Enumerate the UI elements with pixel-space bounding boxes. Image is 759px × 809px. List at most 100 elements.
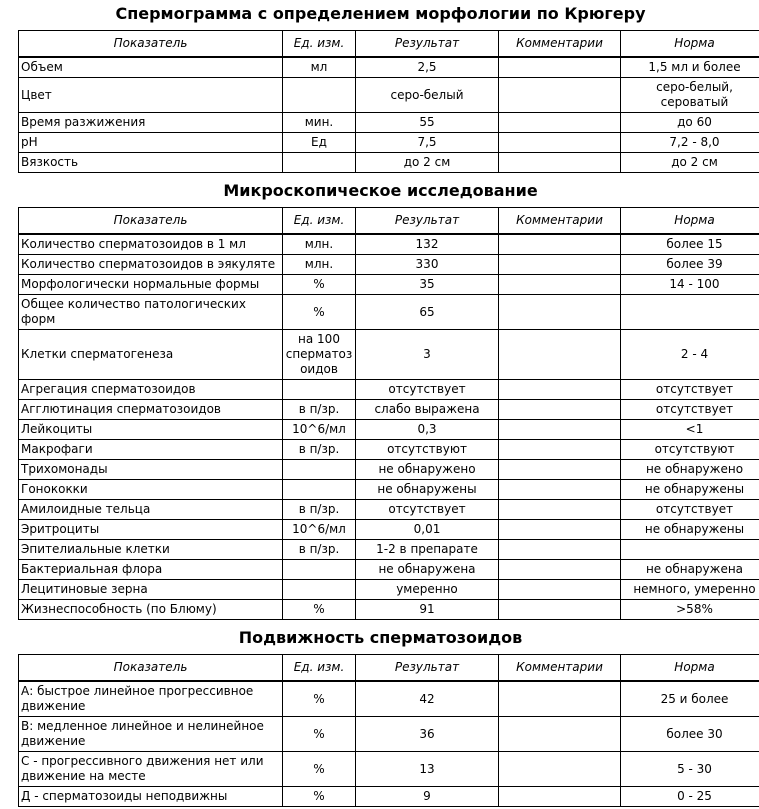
cell-result: до 2 см — [356, 153, 499, 173]
col-header-norm: Норма — [621, 31, 759, 58]
cell-norm: более 30 — [621, 717, 759, 752]
cell-norm: 0 - 25 — [621, 787, 759, 807]
cell-unit: на 100 сперматозоидов — [283, 330, 356, 380]
col-header-indicator: Показатель — [19, 31, 283, 58]
cell-norm: не обнаружено — [621, 460, 759, 480]
cell-norm: до 60 — [621, 113, 759, 133]
cell-result: 7,5 — [356, 133, 499, 153]
cell-result: не обнаружено — [356, 460, 499, 480]
cell-result: слабо выражена — [356, 400, 499, 420]
cell-unit — [283, 560, 356, 580]
cell-result: отсутствуют — [356, 440, 499, 460]
cell-unit: Ед — [283, 133, 356, 153]
section-title-microscopy: Микроскопическое исследование — [18, 181, 743, 200]
cell-result: 9 — [356, 787, 499, 807]
cell-indicator: Лецитиновые зерна — [19, 580, 283, 600]
col-header-indicator: Показатель — [19, 208, 283, 235]
table-row: Д - сперматозоиды неподвижны%9 0 - 25 — [19, 787, 759, 807]
cell-comment — [499, 78, 621, 113]
cell-indicator: Бактериальная флора — [19, 560, 283, 580]
table-row: Общее количество патологических форм%65 — [19, 295, 759, 330]
col-header-result: Результат — [356, 208, 499, 235]
cell-unit: в п/зр. — [283, 540, 356, 560]
cell-norm: отсутствует — [621, 380, 759, 400]
cell-comment — [499, 57, 621, 78]
cell-indicator: Общее количество патологических форм — [19, 295, 283, 330]
cell-unit: % — [283, 717, 356, 752]
cell-comment — [499, 234, 621, 255]
cell-norm: не обнаружены — [621, 520, 759, 540]
cell-unit: 10^6/мл — [283, 420, 356, 440]
cell-norm: серо-белый, сероватый — [621, 78, 759, 113]
col-header-norm: Норма — [621, 655, 759, 682]
table-row: С - прогрессивного движения нет или движ… — [19, 752, 759, 787]
cell-unit: в п/зр. — [283, 500, 356, 520]
section-spermogram-kruger: Спермограмма с определением морфологии п… — [18, 4, 743, 173]
cell-result: не обнаружена — [356, 560, 499, 580]
cell-norm: >58% — [621, 600, 759, 620]
col-header-comment: Комментарии — [499, 31, 621, 58]
cell-comment — [499, 717, 621, 752]
cell-unit — [283, 460, 356, 480]
cell-norm: 14 - 100 — [621, 275, 759, 295]
cell-result: отсутствует — [356, 380, 499, 400]
cell-norm: отсутствуют — [621, 440, 759, 460]
cell-indicator: Цвет — [19, 78, 283, 113]
cell-norm: отсутствует — [621, 400, 759, 420]
cell-indicator: Эритроциты — [19, 520, 283, 540]
cell-result: 36 — [356, 717, 499, 752]
cell-unit: % — [283, 275, 356, 295]
cell-unit: млн. — [283, 255, 356, 275]
cell-norm: немного, умеренно — [621, 580, 759, 600]
col-header-result: Результат — [356, 655, 499, 682]
cell-result: 1-2 в препарате — [356, 540, 499, 560]
cell-result: 0,01 — [356, 520, 499, 540]
cell-result: серо-белый — [356, 78, 499, 113]
col-header-indicator: Показатель — [19, 655, 283, 682]
cell-result: отсутствует — [356, 500, 499, 520]
cell-indicator: Лейкоциты — [19, 420, 283, 440]
cell-norm — [621, 540, 759, 560]
cell-comment — [499, 681, 621, 717]
cell-indicator: Объем — [19, 57, 283, 78]
cell-norm: не обнаружены — [621, 480, 759, 500]
table-row: Жизнеспособность (по Блюму)%91>58% — [19, 600, 759, 620]
cell-norm: не обнаружена — [621, 560, 759, 580]
cell-indicator: С - прогрессивного движения нет или движ… — [19, 752, 283, 787]
cell-indicator: Время разжижения — [19, 113, 283, 133]
cell-indicator: Морфологически нормальные формы — [19, 275, 283, 295]
cell-unit: % — [283, 600, 356, 620]
table-row: Цвет серо-белый серо-белый, сероватый — [19, 78, 759, 113]
cell-comment — [499, 380, 621, 400]
cell-comment — [499, 133, 621, 153]
cell-indicator: А: быстрое линейное прогрессивное движен… — [19, 681, 283, 717]
cell-indicator: Клетки сперматогенеза — [19, 330, 283, 380]
cell-comment — [499, 580, 621, 600]
cell-result: 65 — [356, 295, 499, 330]
cell-indicator: В: медленное линейное и нелинейное движе… — [19, 717, 283, 752]
cell-unit: мл — [283, 57, 356, 78]
cell-indicator: Д - сперматозоиды неподвижны — [19, 787, 283, 807]
col-header-comment: Комментарии — [499, 208, 621, 235]
cell-norm: до 2 см — [621, 153, 759, 173]
cell-comment — [499, 255, 621, 275]
cell-comment — [499, 295, 621, 330]
cell-unit: % — [283, 787, 356, 807]
cell-result: не обнаружены — [356, 480, 499, 500]
cell-norm: 1,5 мл и более — [621, 57, 759, 78]
